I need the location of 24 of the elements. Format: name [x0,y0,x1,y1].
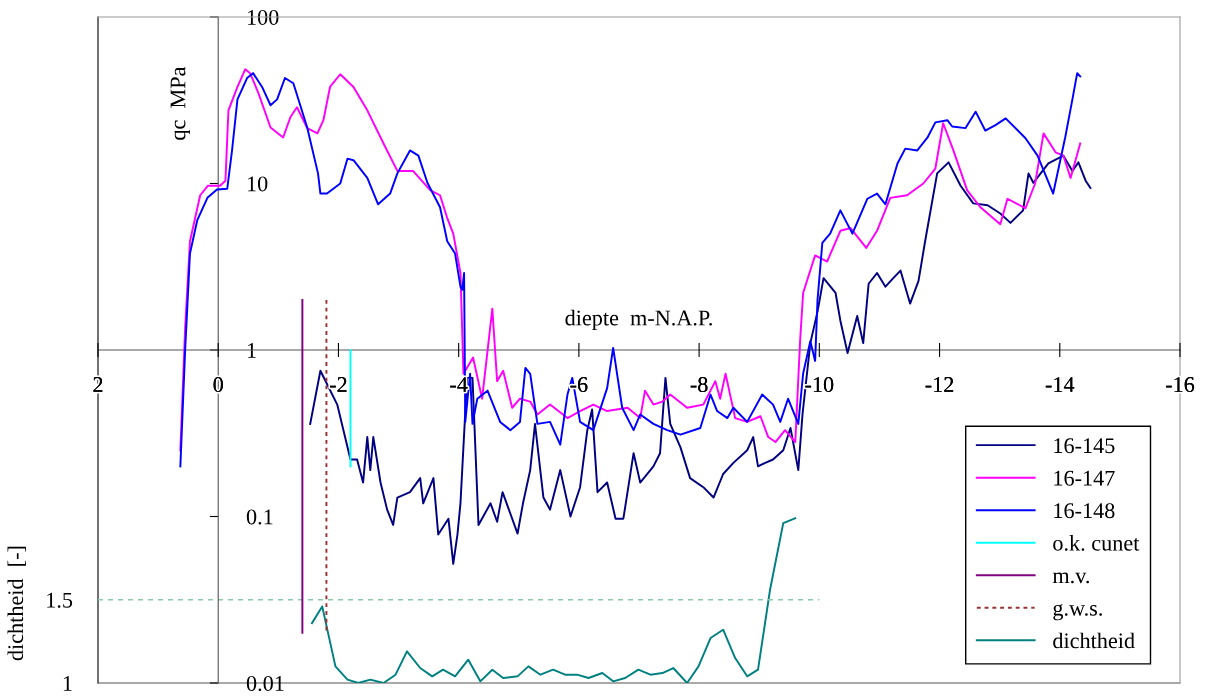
x-tick-label: -12 [925,377,954,392]
x-tick-label: -8 [690,377,708,393]
x-tick-label: 0 [213,377,223,393]
y2-axis-title: dichtheid [-] [7,546,26,661]
y-axis-title: qc MPa [170,66,190,140]
y-tick-label: 100 [247,9,279,25]
y-tick-label: 1 [247,343,256,358]
y2-tick-label: 1.5 [47,592,73,608]
x-axis-title: diepte m-N.A.P. [565,309,712,331]
legend-label: 16-147 [1054,470,1115,486]
legend-label: o.k. cunet [1053,535,1140,551]
line-series [311,517,797,683]
legend-label: 16-145 [1054,438,1115,454]
y-tick-label: 0.1 [246,509,273,525]
y-tick-label: 0.01 [246,675,284,692]
x-tick-label: -14 [1045,377,1075,392]
y2-tick-label: 1 [63,676,72,691]
legend-label: 16-148 [1054,503,1115,519]
legend-label: dichtheid [1053,632,1135,649]
x-tick-label: -2 [330,377,347,392]
y-tick-label: 10 [247,176,268,192]
legend-label: g.w.s. [1053,604,1102,621]
legend-label: m.v. [1052,572,1089,584]
x-tick-label: -16 [1166,377,1195,393]
